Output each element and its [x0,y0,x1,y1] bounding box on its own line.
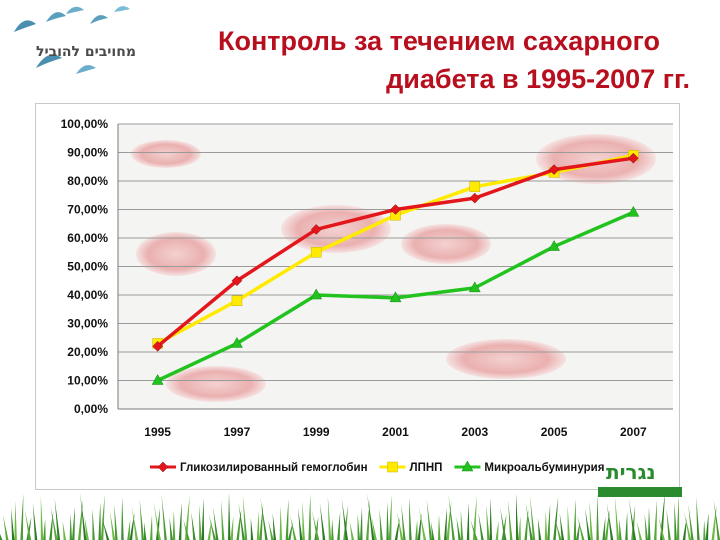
data-point [469,192,481,204]
data-point [390,204,401,215]
legend-label: Микроальбуминурия [484,462,604,474]
legend-item: Гликозилированный гемоглобин [150,461,368,474]
x-tick-label: 2001 [382,425,409,439]
brand-bar [598,487,682,497]
data-point [152,340,163,352]
bird-icon [66,6,84,14]
data-point [157,461,169,473]
y-tick-label: 0,00% [74,402,108,416]
legend: Гликозилированный гемоглобин ЛПНП Микроаль… [150,460,604,474]
x-tick-label: 1995 [144,425,171,439]
x-tick-label: 1997 [224,425,251,439]
data-point [548,164,560,175]
line-chart: 0,00% 10,00% 20,00% 30,00% 40,00% 50,00% 60,00… [61,117,673,474]
title-line-1: Контроль за течением сахарного [217,26,660,56]
bird-icon [114,6,130,12]
brand-logo: נגרית [606,460,656,484]
data-point [231,336,243,348]
data-point [628,152,639,164]
legend-label: ЛПНП [410,462,443,474]
series-1 [152,152,639,352]
x-tick-label: 1999 [303,425,330,439]
y-tick-label: 60,00% [67,231,108,245]
x-tick-label: 2007 [620,425,647,439]
data-point [231,275,243,287]
data-point [310,288,323,300]
title-line-2: диабета в 1995-2007 гг. [386,64,690,94]
y-tick-label: 90,00% [67,146,108,160]
x-tick-label: 2005 [541,425,568,439]
logo-text: מחויבים להוביל [36,44,136,60]
bird-icon [36,54,62,68]
y-tick-label: 40,00% [67,288,108,302]
x-axis-ticks: 1995 1997 1999 2001 2003 2005 2007 [144,425,647,439]
y-tick-label: 100,00% [61,117,109,131]
y-tick-label: 50,00% [67,260,108,274]
data-point [389,291,402,303]
legend-item: Микроальбуминурия [454,460,604,474]
data-point [468,281,481,293]
x-tick-label: 2003 [461,425,488,439]
data-point [548,240,560,251]
series-lines [151,150,640,385]
data-point [231,295,243,306]
grass-decoration [0,493,720,540]
y-axis-ticks: 0,00% 10,00% 20,00% 30,00% 40,00% 50,00% 60,00… [61,117,109,416]
y-tick-label: 70,00% [67,203,108,217]
y-tick-label: 10,00% [67,374,108,388]
data-point [387,461,398,473]
y-tick-label: 30,00% [67,317,108,331]
legend-item: ЛПНП [379,461,443,474]
data-point [461,460,474,472]
data-point [627,205,640,217]
bird-icon [90,15,108,24]
chart-frame: 0,00% 10,00% 20,00% 30,00% 40,00% 50,00% 60,00… [35,103,680,490]
data-point [310,247,322,258]
data-point [151,373,164,385]
page-title: Контроль за течением сахарного диабета в… [130,22,690,98]
data-point [469,181,481,192]
birds-logo [14,6,130,74]
y-tick-label: 20,00% [67,345,108,359]
legend-label: Гликозилированный гемоглобин [180,462,368,474]
bird-icon [14,20,36,32]
bird-icon [76,65,96,74]
bird-icon [46,12,66,22]
series-3 [151,205,640,385]
data-point [310,224,322,235]
y-tick-label: 80,00% [67,174,108,188]
